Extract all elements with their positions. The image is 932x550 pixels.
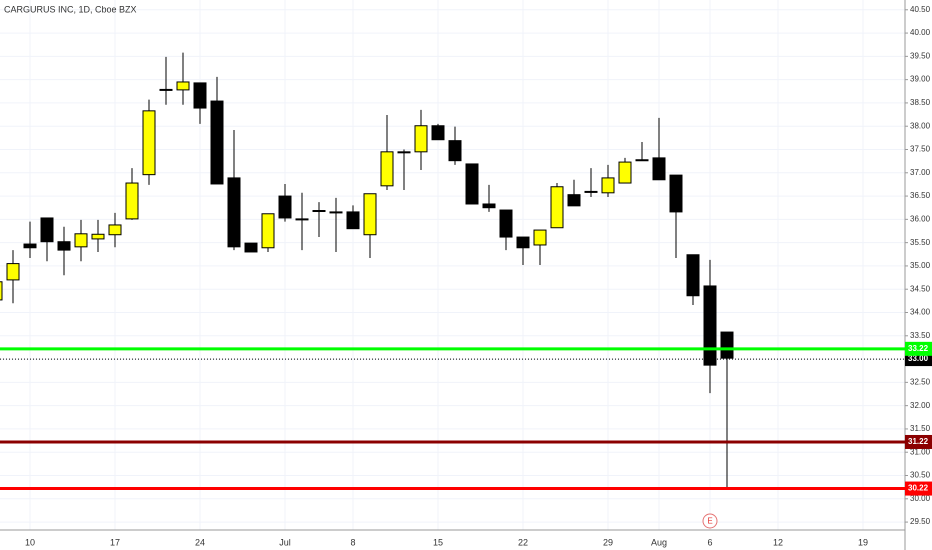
y-tick-label: 39.00 xyxy=(910,75,931,84)
price-label: 31.22 xyxy=(908,437,929,446)
candle-body xyxy=(91,233,105,240)
candle-body xyxy=(703,285,717,366)
candle-body xyxy=(397,151,411,154)
candle-body xyxy=(244,242,258,253)
candle-body xyxy=(720,331,734,359)
y-tick-label: 37.00 xyxy=(910,168,931,177)
earnings-marker xyxy=(702,513,718,529)
price-label-box xyxy=(905,481,932,496)
candle-body xyxy=(6,263,20,281)
candle-body xyxy=(346,211,360,230)
y-tick-label: 35.50 xyxy=(910,238,931,247)
candle-body xyxy=(159,88,173,91)
price-label: 30.22 xyxy=(908,484,929,493)
x-tick-label: 15 xyxy=(433,537,443,547)
x-tick-label: 8 xyxy=(350,537,355,547)
candle-body xyxy=(74,233,88,248)
x-tick-label: 24 xyxy=(195,537,205,547)
x-tick-label: 12 xyxy=(773,537,783,547)
candle-body xyxy=(363,193,377,236)
candle-body xyxy=(278,195,292,219)
candle-body xyxy=(465,163,479,205)
y-tick-label: 36.00 xyxy=(910,214,931,223)
y-tick-label: 29.50 xyxy=(910,517,931,526)
candle-body xyxy=(448,140,462,162)
candle-body xyxy=(635,159,649,162)
candle-body xyxy=(550,186,564,229)
x-tick-label: 10 xyxy=(25,537,35,547)
candle-body xyxy=(210,100,224,185)
candle-body xyxy=(686,254,700,297)
x-tick-label: 19 xyxy=(858,537,868,547)
candle-body xyxy=(23,243,37,249)
y-tick-label: 30.50 xyxy=(910,471,931,480)
candle-body xyxy=(431,125,445,141)
candle-body xyxy=(40,217,54,243)
y-tick-label: 32.50 xyxy=(910,377,931,386)
candle-body xyxy=(380,151,394,187)
y-tick-label: 38.50 xyxy=(910,98,931,107)
y-tick-label: 37.50 xyxy=(910,145,931,154)
y-tick-label: 35.00 xyxy=(910,261,931,270)
x-tick-label: Jul xyxy=(279,537,291,547)
candle-body xyxy=(57,241,71,251)
candle-body xyxy=(601,177,615,194)
last-price-label: 33.00 xyxy=(908,354,929,363)
candle-body xyxy=(125,182,139,220)
price-label-box xyxy=(905,434,932,449)
x-tick-label: 17 xyxy=(110,537,120,547)
x-tick-label: 29 xyxy=(603,537,613,547)
candle-body xyxy=(516,236,530,249)
candle-body xyxy=(652,157,666,181)
candle-body xyxy=(0,281,3,301)
y-tick-label: 34.00 xyxy=(910,308,931,317)
y-tick-label: 40.00 xyxy=(910,28,931,37)
candle-body xyxy=(312,210,326,213)
candle-body xyxy=(295,218,309,221)
candle-body xyxy=(482,203,496,209)
y-tick-label: 31.50 xyxy=(910,424,931,433)
y-tick-label: 38.00 xyxy=(910,121,931,130)
candle-body xyxy=(227,177,241,248)
y-tick-label: 30.00 xyxy=(910,494,931,503)
candle-body xyxy=(567,194,581,207)
y-tick-label: 39.50 xyxy=(910,51,931,60)
y-tick-label: 32.00 xyxy=(910,401,931,410)
candle-body xyxy=(193,82,207,109)
candle-body xyxy=(108,224,122,236)
candle-body xyxy=(142,110,156,176)
candle-body xyxy=(261,213,275,249)
candle-body xyxy=(584,190,598,193)
x-tick-label: 6 xyxy=(707,537,712,547)
earnings-label: E xyxy=(707,517,712,526)
candle-body xyxy=(499,209,513,238)
x-tick-label: 22 xyxy=(518,537,528,547)
y-tick-label: 34.50 xyxy=(910,284,931,293)
y-tick-label: 40.50 xyxy=(910,5,931,14)
candle-body xyxy=(329,211,343,214)
candle-body xyxy=(618,161,632,184)
price-label-box xyxy=(905,341,932,356)
candle-body xyxy=(669,174,683,213)
chart-title: CARGURUS INC, 1D, Cboe BZX xyxy=(4,4,137,14)
x-tick-label: Aug xyxy=(651,537,667,547)
y-tick-label: 33.50 xyxy=(910,331,931,340)
y-tick-label: 36.50 xyxy=(910,191,931,200)
candle-body xyxy=(414,125,428,153)
price-label: 33.22 xyxy=(908,344,929,353)
candle-body xyxy=(533,229,547,246)
y-tick-label: 31.00 xyxy=(910,447,931,456)
candle-body xyxy=(176,81,190,91)
